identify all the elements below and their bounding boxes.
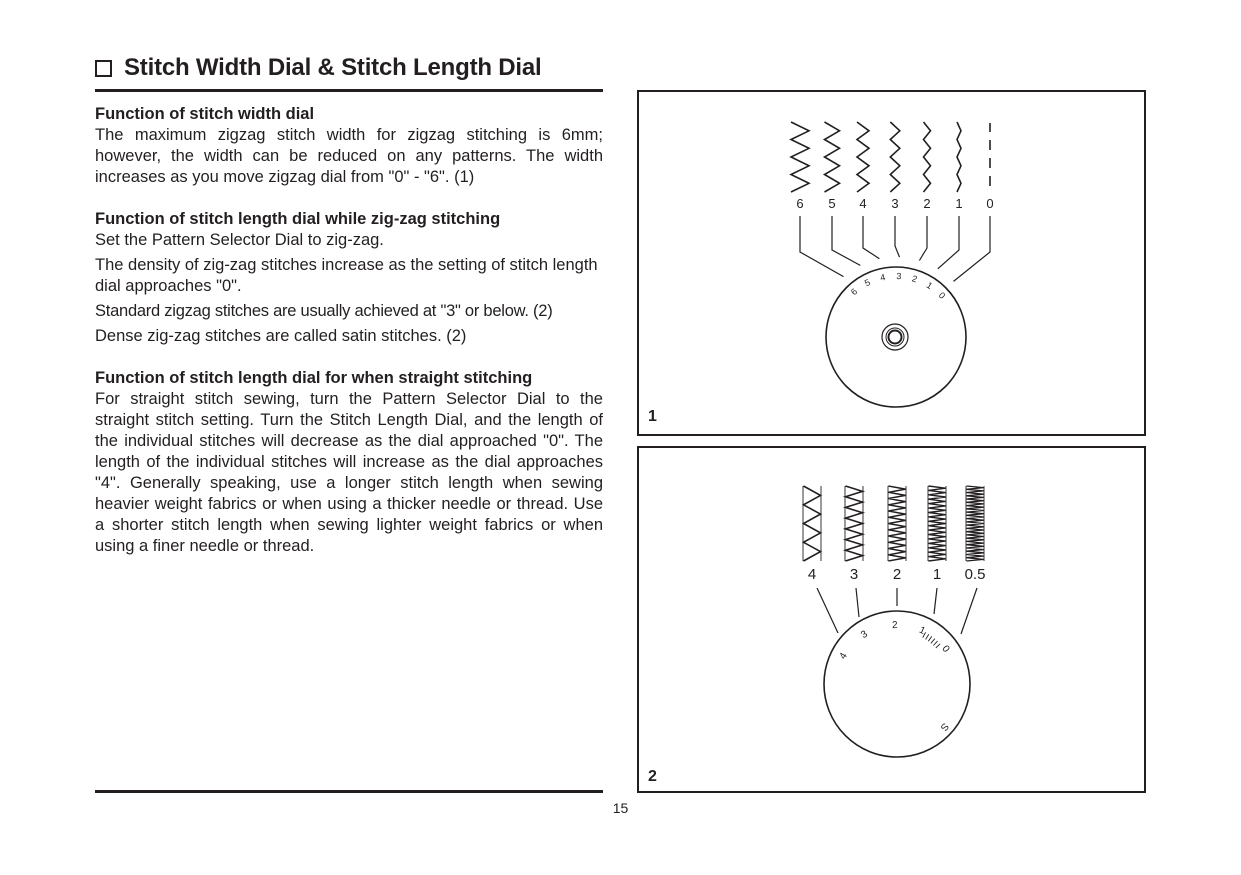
leader-line: [894, 216, 901, 258]
width-dial-icon: [825, 266, 967, 408]
page-title: Stitch Width Dial & Stitch Length Dial: [124, 54, 542, 81]
leader-line: [960, 587, 978, 635]
text-column: Function of stitch width dial The maximu…: [95, 104, 603, 557]
checkbox-square-icon: [95, 59, 112, 77]
leader-line: [855, 587, 860, 618]
dial-scale-label-4: 4: [879, 272, 886, 283]
section-paragraph: The maximum zigzag stitch width for zigz…: [95, 126, 603, 186]
stitch-width-label-6: 6: [796, 196, 803, 211]
section-heading-zigzag-length: Function of stitch length dial while zig…: [95, 210, 501, 228]
leader-line: [918, 216, 928, 261]
stitch-length-label-0.5: 0.5: [965, 566, 986, 583]
dial-scale-label-2: 2: [911, 273, 919, 284]
section-heading-width: Function of stitch width dial: [95, 105, 315, 123]
figure-number: 2: [648, 768, 657, 785]
leader-line: [933, 587, 938, 615]
dial-scale-label-4: 4: [838, 651, 851, 662]
title-rule: [95, 89, 603, 92]
leader-line: [816, 587, 839, 634]
dial-tick-mark: [927, 636, 933, 642]
stitch-length-label-4: 4: [808, 566, 816, 583]
leader-line: [937, 216, 960, 270]
dial-tick-mark: [933, 640, 938, 646]
dial-knob-outer: [881, 323, 909, 351]
zigzag-stitch-length-0.5: [966, 485, 984, 562]
section-heading-straight-length: Function of stitch length dial for when …: [95, 369, 533, 387]
dial-tick-mark: [930, 638, 936, 644]
stitch-length-label-3: 3: [850, 566, 858, 583]
leader-line: [831, 216, 861, 266]
zigzag-stitch-width-2: [922, 121, 932, 193]
stitch-width-label-3: 3: [891, 196, 898, 211]
leader-line: [799, 216, 844, 278]
dial-scale-label-6: 6: [849, 286, 859, 297]
dial-scale-label-0: 0: [939, 644, 951, 656]
stitch-length-label-2: 2: [893, 566, 901, 583]
dial-knob-inner: [885, 327, 905, 347]
zigzag-stitch-width-6: [789, 121, 811, 193]
section-paragraph: Set the Pattern Selector Dial to zig-zag…: [95, 231, 384, 249]
dial-tick-mark: [935, 643, 941, 649]
section-paragraph: The density of zig-zag stitches increase…: [95, 256, 598, 295]
page-number: 15: [612, 800, 629, 816]
dial-scale-label-1: 1: [917, 625, 927, 637]
dial-scale-label-S: S: [938, 720, 951, 732]
zigzag-stitch-width-3: [889, 121, 901, 193]
stitch-length-label-1: 1: [933, 566, 941, 583]
dial-scale-label-3: 3: [859, 629, 870, 642]
dial-tick-mark: [922, 632, 926, 638]
section-paragraph: Dense zig-zag stitches are called satin …: [95, 327, 467, 345]
zigzag-stitch-width-4: [855, 121, 871, 193]
zigzag-stitch-length-2: [888, 485, 906, 562]
zigzag-stitch-length-4: [801, 485, 823, 562]
stitch-width-label-2: 2: [923, 196, 930, 211]
dial-scale-label-3: 3: [896, 271, 901, 281]
title-row: Stitch Width Dial & Stitch Length Dial: [95, 54, 542, 82]
dial-tick-mark: [925, 634, 930, 640]
zigzag-stitch-length-3: [842, 485, 866, 562]
dial-scale-label-5: 5: [863, 277, 872, 288]
zigzag-stitch-width-1: [956, 121, 962, 193]
dial-knob-center: [887, 329, 903, 345]
bottom-rule: [95, 790, 603, 793]
figure-2-panel: 4 3 2 1 0.5 4 3 2 1 0 S 2: [637, 446, 1146, 793]
zigzag-stitch-length-1: [928, 485, 946, 562]
stitch-width-label-5: 5: [828, 196, 835, 211]
stitch-width-label-4: 4: [859, 196, 866, 211]
length-dial-icon: [823, 610, 971, 758]
leader-line: [953, 216, 991, 282]
dial-scale-label-1: 1: [925, 280, 935, 291]
zigzag-stitch-width-5: [822, 121, 842, 193]
leader-line: [862, 216, 880, 260]
section-paragraph: Standard zigzag stitches are usually ach…: [95, 302, 553, 320]
dial-scale-label-2: 2: [892, 620, 898, 631]
figure-number: 1: [648, 408, 657, 425]
stitch-width-label-1: 1: [955, 196, 962, 211]
stitch-width-label-0: 0: [986, 196, 993, 211]
dial-scale-label-0: 0: [937, 290, 948, 301]
stitch-width-dial-illustration: 6 5 4 3 2 1 065 4 3 210: [789, 121, 994, 408]
section-paragraph: For straight stitch sewing, turn the Pat…: [95, 390, 603, 555]
